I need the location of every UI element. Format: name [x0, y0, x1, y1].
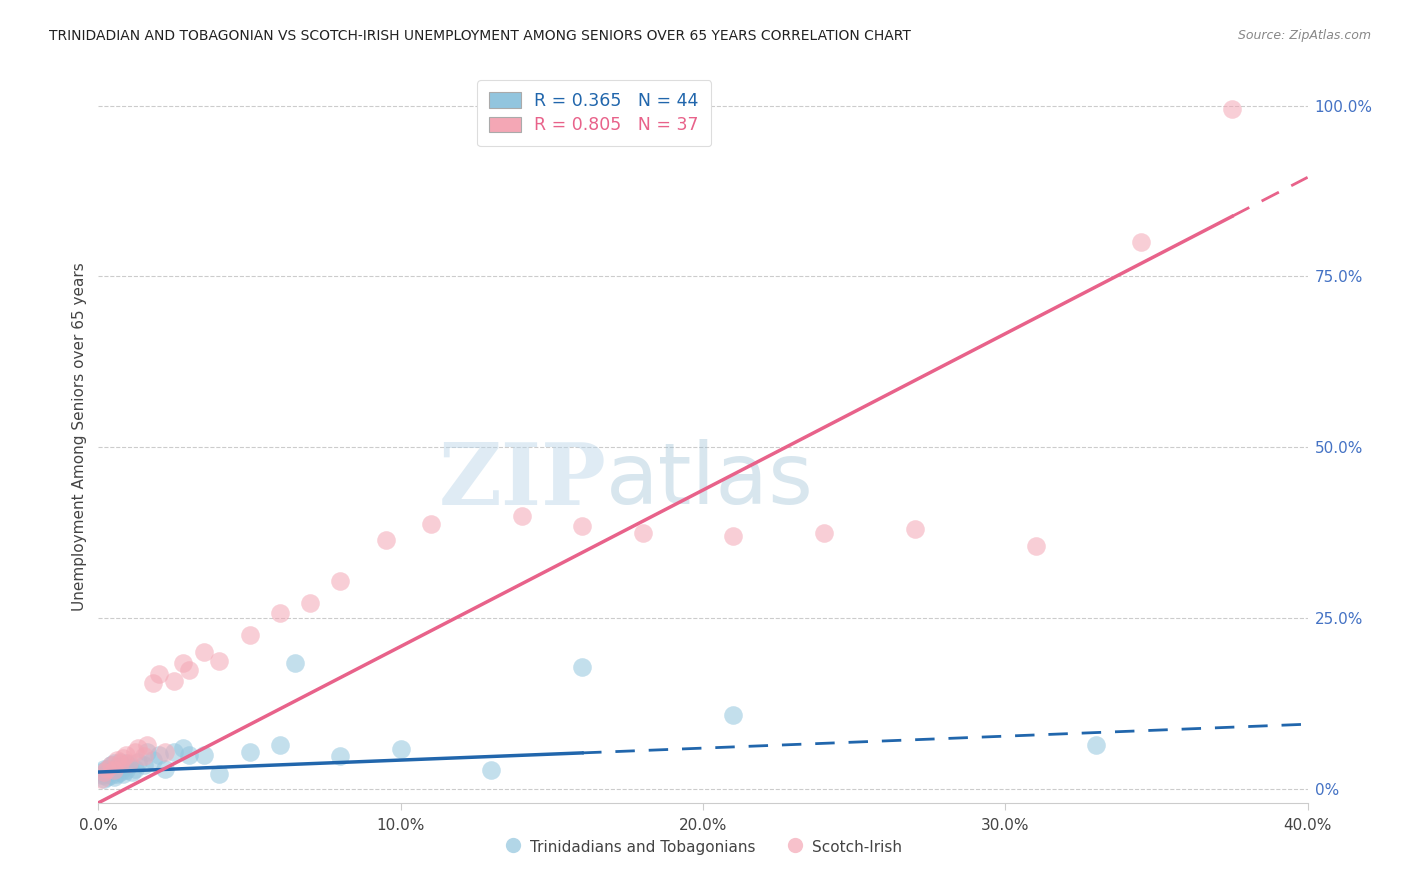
- Point: [163, 674, 186, 689]
- Point: [510, 508, 533, 523]
- Point: [1130, 235, 1153, 250]
- Point: [163, 745, 186, 759]
- Point: [269, 738, 291, 752]
- Point: [193, 645, 215, 659]
- Point: [111, 751, 134, 765]
- Point: [284, 656, 307, 670]
- Point: [193, 747, 215, 762]
- Point: [100, 758, 122, 772]
- Point: [105, 753, 128, 767]
- Point: [105, 760, 128, 774]
- Point: [114, 763, 136, 777]
- Point: [96, 765, 118, 780]
- Point: [118, 756, 141, 771]
- Point: [389, 742, 412, 756]
- Point: [108, 765, 131, 780]
- Point: [100, 768, 122, 782]
- Point: [108, 756, 131, 771]
- Point: [631, 525, 654, 540]
- Point: [103, 763, 125, 777]
- Point: [208, 654, 231, 668]
- Point: [111, 760, 134, 774]
- Point: [142, 753, 165, 767]
- Legend: Trinidadians and Tobagonians, Scotch-Irish: Trinidadians and Tobagonians, Scotch-Iri…: [498, 833, 908, 861]
- Point: [96, 762, 118, 776]
- Point: [132, 758, 155, 772]
- Point: [135, 738, 157, 752]
- Point: [142, 676, 165, 690]
- Point: [420, 516, 443, 531]
- Point: [239, 745, 262, 759]
- Point: [132, 749, 155, 764]
- Point: [96, 762, 118, 776]
- Point: [1024, 540, 1046, 554]
- Point: [100, 758, 122, 772]
- Point: [239, 628, 262, 642]
- Point: [93, 762, 115, 776]
- Point: [135, 745, 157, 759]
- Point: [148, 747, 170, 762]
- Point: [481, 763, 503, 777]
- Point: [114, 747, 136, 762]
- Text: atlas: atlas: [606, 440, 814, 523]
- Point: [904, 522, 927, 536]
- Point: [269, 606, 291, 620]
- Point: [571, 660, 593, 674]
- Point: [127, 741, 149, 756]
- Point: [108, 755, 131, 769]
- Y-axis label: Unemployment Among Seniors over 65 years: Unemployment Among Seniors over 65 years: [72, 263, 87, 611]
- Point: [179, 663, 201, 677]
- Point: [114, 756, 136, 771]
- Point: [813, 525, 835, 540]
- Point: [153, 745, 176, 759]
- Point: [105, 767, 128, 781]
- Point: [571, 519, 593, 533]
- Point: [118, 758, 141, 772]
- Point: [127, 755, 149, 769]
- Point: [208, 767, 231, 781]
- Point: [96, 770, 118, 784]
- Text: Source: ZipAtlas.com: Source: ZipAtlas.com: [1237, 29, 1371, 42]
- Point: [153, 762, 176, 776]
- Point: [111, 767, 134, 781]
- Point: [1085, 738, 1108, 752]
- Point: [103, 756, 125, 771]
- Text: TRINIDADIAN AND TOBAGONIAN VS SCOTCH-IRISH UNEMPLOYMENT AMONG SENIORS OVER 65 YE: TRINIDADIAN AND TOBAGONIAN VS SCOTCH-IRI…: [49, 29, 911, 43]
- Point: [124, 762, 146, 776]
- Point: [90, 768, 112, 782]
- Point: [1220, 102, 1243, 116]
- Point: [124, 745, 146, 759]
- Point: [329, 574, 352, 588]
- Point: [172, 741, 194, 756]
- Point: [172, 656, 194, 670]
- Point: [121, 765, 143, 780]
- Point: [723, 529, 745, 543]
- Point: [103, 770, 125, 784]
- Point: [93, 765, 115, 780]
- Point: [299, 596, 322, 610]
- Point: [329, 749, 352, 764]
- Point: [103, 763, 125, 777]
- Point: [374, 533, 396, 547]
- Point: [179, 747, 201, 762]
- Point: [93, 768, 115, 782]
- Point: [148, 667, 170, 681]
- Point: [723, 708, 745, 723]
- Point: [93, 772, 115, 786]
- Text: ZIP: ZIP: [439, 439, 606, 523]
- Point: [90, 772, 112, 786]
- Point: [90, 765, 112, 780]
